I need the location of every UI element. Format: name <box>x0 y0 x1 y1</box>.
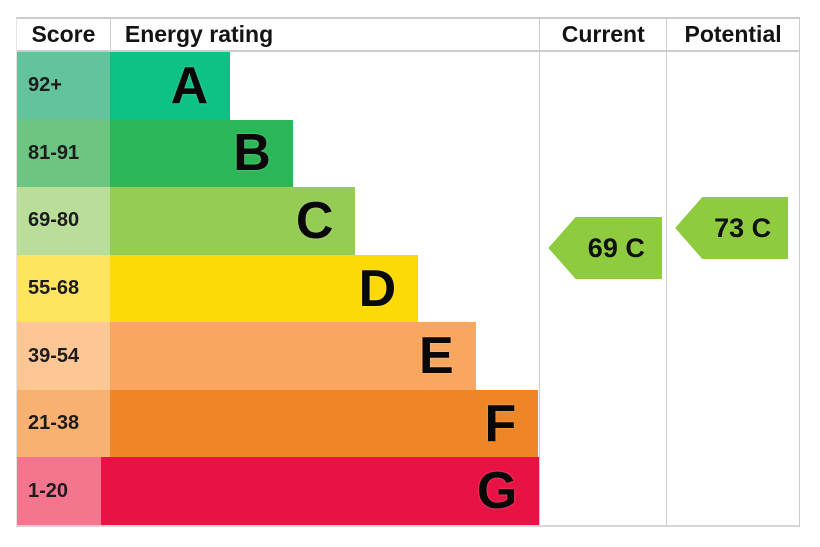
rating-bar-c: C <box>110 187 356 255</box>
header-potential: Potential <box>666 19 799 50</box>
band-letter-d: D <box>358 259 397 318</box>
band-rows: 92+ A 81-91 B 69-80 C 55-68 D 39-54 E 21-38 F 1-20 G <box>17 52 540 526</box>
rating-bar-a: A <box>110 52 231 120</box>
header-energy-rating: Energy rating <box>109 19 539 50</box>
rating-bar-g: G <box>100 457 540 526</box>
table-body: 92+ A 81-91 B 69-80 C 55-68 D 39-54 E 21-38 F 1-20 G … <box>17 52 799 526</box>
band-letter-e: E <box>418 327 454 386</box>
band-row-e: 39-54 E <box>17 322 539 390</box>
score-range-a: 92+ <box>17 52 110 120</box>
band-letter-c: C <box>295 191 334 250</box>
table-header-row: Score Energy rating Current Potential <box>17 19 799 52</box>
score-range-e: 39-54 <box>17 322 110 390</box>
current-column: 69 C <box>539 52 666 525</box>
rating-bar-f: F <box>110 389 539 458</box>
band-row-d: 55-68 D <box>17 254 539 323</box>
band-letter-f: F <box>484 394 517 453</box>
band-letter-a: A <box>170 56 209 115</box>
band-row-f: 21-38 F <box>17 389 539 458</box>
header-score: Score <box>31 21 96 47</box>
band-row-c: 69-80 C <box>17 187 539 255</box>
band-row-b: 81-91 B <box>17 119 539 188</box>
score-range-g: 1-20 <box>17 457 101 526</box>
band-row-g: 1-20 G <box>17 457 540 526</box>
potential-column: 73 C <box>666 52 799 525</box>
score-range-b: 81-91 <box>17 119 110 188</box>
rating-bar-b: B <box>110 119 293 188</box>
rating-table: Score Energy rating Current Potential 92… <box>16 17 800 527</box>
rating-bar-e: E <box>110 322 476 390</box>
score-range-c: 69-80 <box>17 187 110 255</box>
band-letter-b: B <box>233 124 271 183</box>
score-range-f: 21-38 <box>17 389 110 458</box>
current-rating-arrow: 69 C <box>548 217 663 279</box>
band-letter-g: G <box>476 462 518 521</box>
header-current: Current <box>539 19 666 50</box>
potential-rating-arrow: 73 C <box>675 197 789 259</box>
band-row-a: 92+ A <box>17 52 539 120</box>
rating-bar-d: D <box>110 254 419 323</box>
score-range-d: 55-68 <box>17 254 110 323</box>
